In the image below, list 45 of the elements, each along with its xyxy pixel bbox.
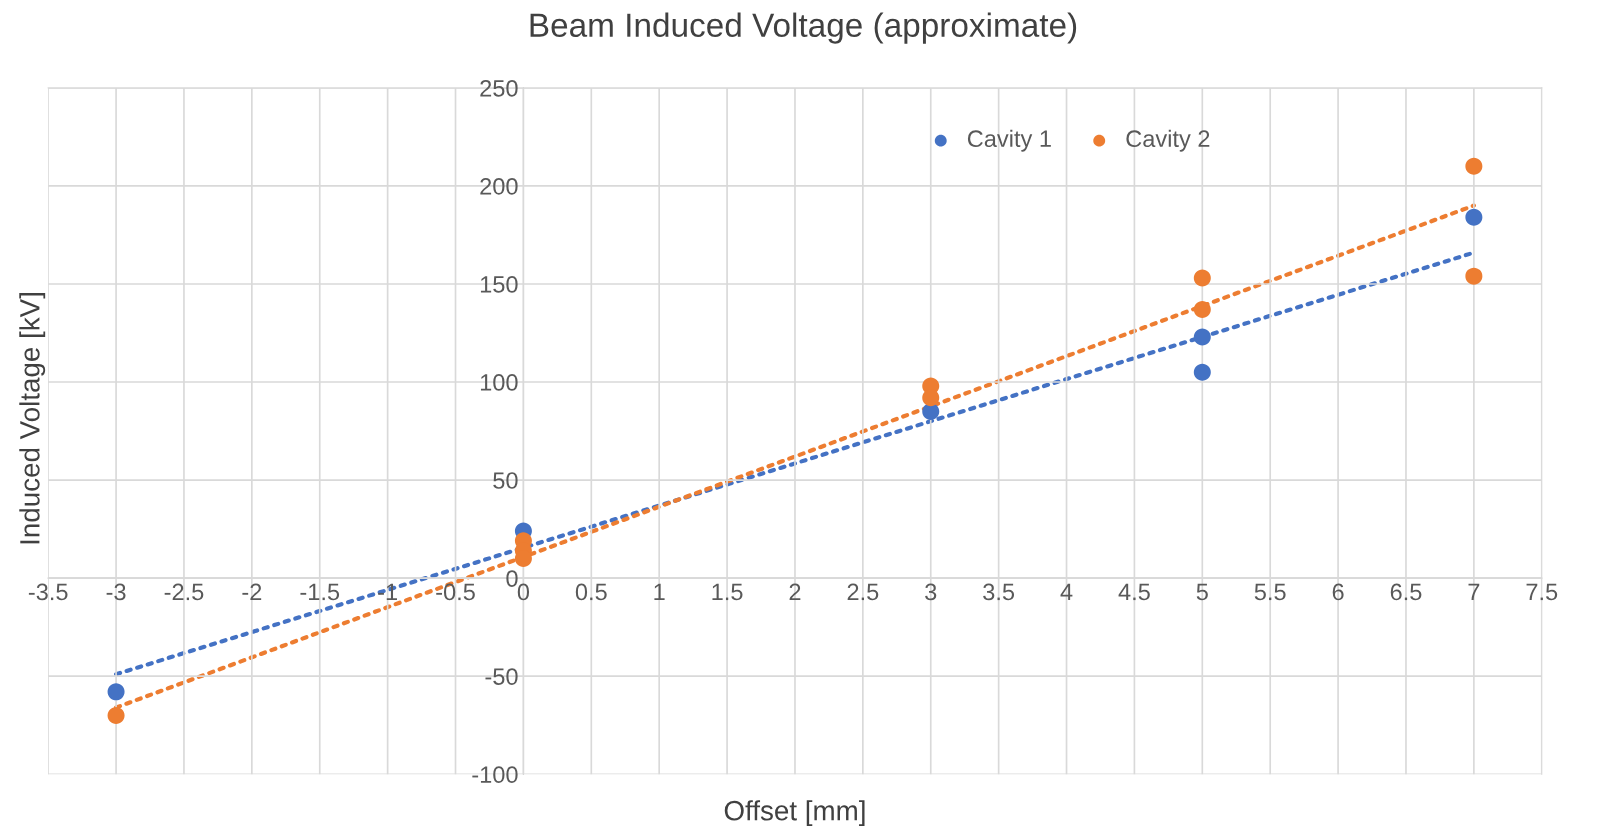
y-tick-label: 0 xyxy=(506,570,518,587)
y-tick-label: 50 xyxy=(493,472,518,489)
point xyxy=(107,706,125,724)
y-axis-title: Induced Voltage [kV] xyxy=(19,293,46,544)
x-tick-label: 2.5 xyxy=(847,583,879,601)
legend-label: Cavity 1 xyxy=(967,129,1051,152)
x-tick-label: 3.5 xyxy=(983,583,1015,601)
point xyxy=(1465,267,1483,285)
chart-title: Beam Induced Voltage (approximate) xyxy=(530,12,1077,44)
x-tick-label: 0 xyxy=(517,583,530,601)
x-axis-title: Offset [mm] xyxy=(724,800,865,827)
x-tick-label: 4 xyxy=(1060,583,1073,601)
x-tick-label: 5.5 xyxy=(1254,583,1286,601)
point xyxy=(1193,300,1211,318)
x-tick-label: 7 xyxy=(1468,583,1480,601)
point xyxy=(1193,363,1211,381)
point xyxy=(1193,328,1211,346)
x-tick-label: -2 xyxy=(242,583,262,601)
x-tick-label: 2 xyxy=(789,583,801,601)
x-tick-label: 1.5 xyxy=(712,583,743,601)
y-tick-label: -50 xyxy=(485,668,518,685)
x-tick-label: -3.5 xyxy=(28,583,68,601)
y-tick-label: 150 xyxy=(480,276,518,293)
point xyxy=(107,683,125,701)
y-tick-label: 250 xyxy=(480,79,518,97)
x-tick-label: -3 xyxy=(106,583,126,601)
x-tick-label: -2.5 xyxy=(164,583,204,601)
point xyxy=(1193,269,1211,287)
x-tick-label: 6 xyxy=(1332,583,1344,601)
point xyxy=(922,389,940,407)
y-tick-label: 200 xyxy=(480,178,518,195)
x-tick-label: 3 xyxy=(925,583,937,601)
x-tick-label: 0.5 xyxy=(575,583,607,601)
y-tick-label: -100 xyxy=(472,766,518,784)
x-tick-label: 7.5 xyxy=(1526,583,1558,601)
x-tick-label: -0.5 xyxy=(436,583,475,601)
x-tick-label: -1.5 xyxy=(300,583,340,601)
point xyxy=(1465,208,1483,226)
x-tick-label: 1 xyxy=(654,583,665,601)
x-tick-label: 6.5 xyxy=(1390,583,1422,601)
x-tick-label: 4.5 xyxy=(1118,583,1150,601)
point xyxy=(1465,157,1483,175)
x-tick-label: 5 xyxy=(1196,583,1208,601)
legend-label: Cavity 2 xyxy=(1126,129,1210,152)
y-tick-label: 100 xyxy=(480,374,518,391)
